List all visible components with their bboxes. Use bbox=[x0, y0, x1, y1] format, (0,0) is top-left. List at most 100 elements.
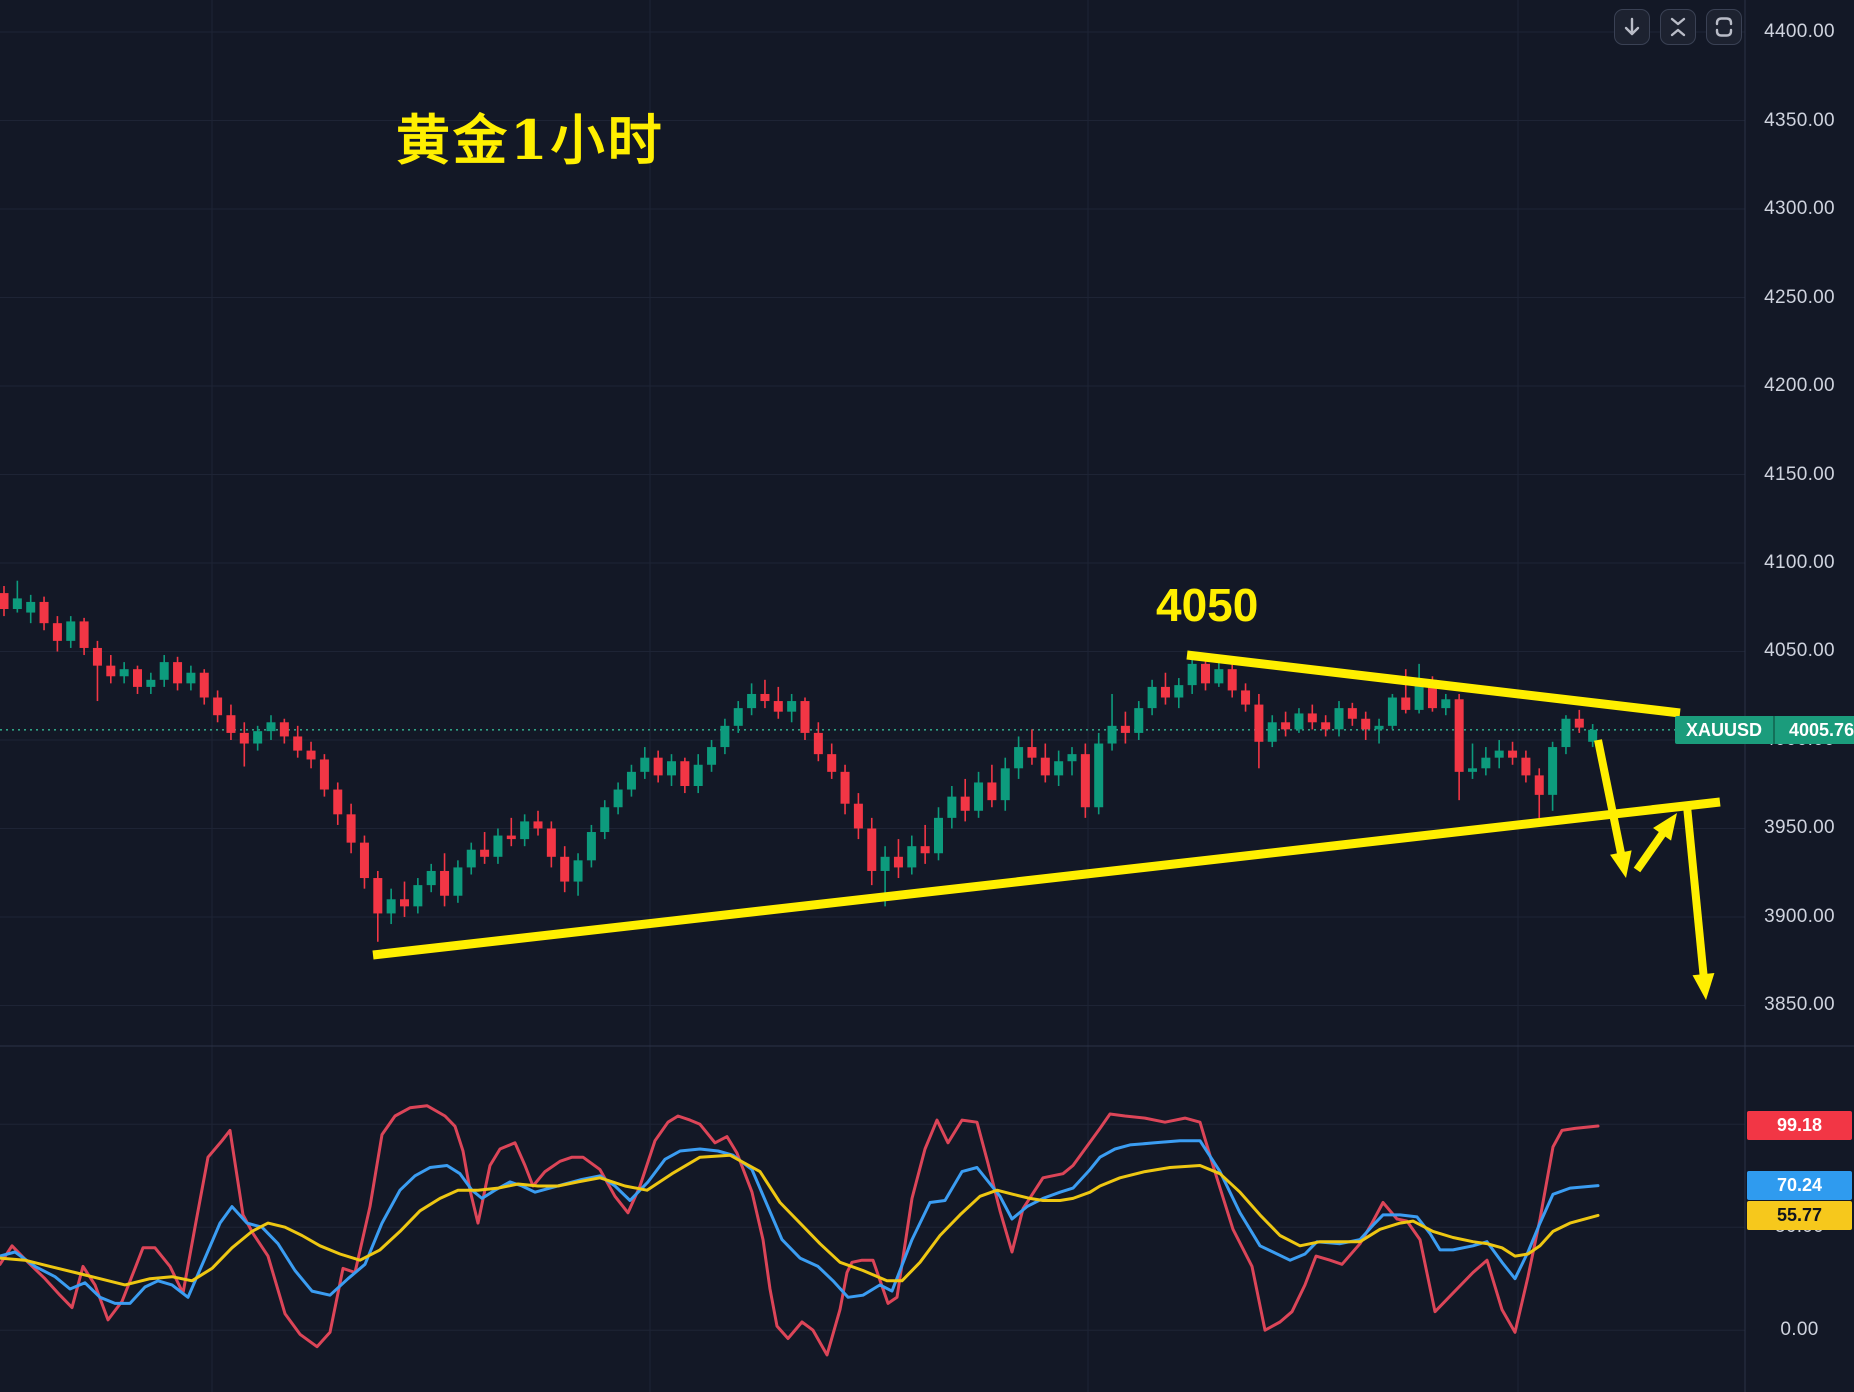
candle-body bbox=[840, 771, 850, 804]
candle-body bbox=[66, 621, 76, 641]
last-price-value: 4005.76 bbox=[1773, 715, 1854, 744]
fullscreen-icon bbox=[1715, 17, 1733, 37]
kdj-d-line bbox=[0, 1153, 1600, 1287]
candle-body bbox=[52, 623, 62, 641]
candle-body bbox=[1134, 708, 1144, 733]
candle-body bbox=[1174, 685, 1184, 698]
candle-body bbox=[626, 771, 636, 790]
candle-body bbox=[239, 732, 249, 744]
candle-body bbox=[79, 621, 89, 648]
candle-body bbox=[39, 601, 49, 624]
candle-body bbox=[306, 750, 316, 760]
pane-resize-handle[interactable] bbox=[0, 1044, 1745, 1049]
trend-line bbox=[372, 797, 1721, 960]
candle-body bbox=[1561, 718, 1571, 748]
candle-body bbox=[573, 860, 583, 882]
candle-body bbox=[1147, 686, 1157, 709]
price-tick-label: 4300.00 bbox=[1764, 198, 1835, 220]
candle-body bbox=[373, 878, 383, 914]
candle-body bbox=[453, 867, 463, 896]
symbol-label: XAUUSD bbox=[1675, 715, 1774, 744]
candle-body bbox=[1347, 708, 1357, 719]
candle-body bbox=[266, 722, 276, 732]
candle-body bbox=[466, 849, 476, 868]
candle-body bbox=[920, 846, 930, 854]
candle-body bbox=[893, 856, 903, 868]
price-tick-label: 4250.00 bbox=[1764, 286, 1835, 308]
candle-body bbox=[974, 782, 984, 811]
candle-body bbox=[720, 725, 730, 748]
candle-body bbox=[1534, 775, 1544, 795]
candle-body bbox=[1334, 708, 1344, 730]
collapse-panes-button[interactable] bbox=[1660, 9, 1696, 45]
candle-body bbox=[1441, 699, 1451, 709]
candle-body bbox=[600, 807, 610, 833]
candle-body bbox=[1307, 713, 1317, 723]
candle-body bbox=[1414, 679, 1424, 710]
candle-body bbox=[533, 821, 543, 829]
candle-body bbox=[92, 647, 102, 666]
price-tick-label: 4350.00 bbox=[1764, 109, 1835, 131]
scroll-to-recent-button[interactable] bbox=[1614, 9, 1650, 45]
candle-body bbox=[1040, 757, 1050, 776]
candle-body bbox=[159, 662, 169, 680]
arrow-head bbox=[1610, 850, 1632, 878]
candle-body bbox=[867, 828, 877, 871]
candle-body bbox=[319, 759, 329, 790]
candle-body bbox=[1508, 750, 1518, 758]
candle-body bbox=[653, 757, 663, 776]
candle-body bbox=[1374, 725, 1384, 730]
candle-body bbox=[1201, 663, 1210, 684]
candle-body bbox=[560, 856, 570, 882]
candle-body bbox=[1267, 722, 1277, 742]
price-tick-label: 4050.00 bbox=[1764, 640, 1835, 662]
candle-body bbox=[960, 796, 970, 811]
kdj-j-value-badge: 99.18 bbox=[1747, 1111, 1852, 1141]
candle-body bbox=[733, 708, 743, 726]
candle-body bbox=[253, 731, 263, 744]
candle-body bbox=[813, 732, 823, 755]
candle-body bbox=[1481, 757, 1491, 769]
candle-body bbox=[1080, 754, 1090, 808]
candle-body bbox=[1427, 679, 1437, 709]
price-tick-label: 3900.00 bbox=[1764, 905, 1835, 927]
candle-body bbox=[493, 835, 503, 857]
candle-body bbox=[1588, 729, 1598, 742]
kdj-d-value-badge: 55.77 bbox=[1747, 1200, 1852, 1230]
candle-body bbox=[1321, 722, 1331, 730]
kdj-k-value-badge: 70.24 bbox=[1747, 1171, 1852, 1201]
candle-body bbox=[520, 821, 530, 840]
candle-body bbox=[1574, 718, 1584, 728]
candle-body bbox=[1107, 725, 1117, 744]
down-arrow-icon bbox=[1624, 17, 1640, 36]
candle-body bbox=[667, 761, 676, 776]
candle-body bbox=[12, 598, 22, 610]
candle-body bbox=[853, 803, 863, 829]
candle-body bbox=[1254, 704, 1264, 742]
candle-body bbox=[1027, 747, 1037, 758]
kdj-tick-label: 0.00 bbox=[1780, 1319, 1819, 1341]
candle-body bbox=[413, 885, 423, 907]
candle-body bbox=[1294, 713, 1304, 730]
candle-body bbox=[1000, 768, 1010, 801]
candle-body bbox=[1187, 663, 1197, 686]
candle-body bbox=[747, 693, 757, 709]
price-tick-label: 3850.00 bbox=[1764, 994, 1835, 1016]
candle-body bbox=[1067, 754, 1077, 762]
candle-body bbox=[1468, 768, 1477, 772]
candle-body bbox=[1494, 750, 1504, 758]
candle-body bbox=[506, 835, 516, 840]
fullscreen-button[interactable] bbox=[1706, 9, 1742, 45]
candle-body bbox=[1227, 669, 1237, 691]
candle-body bbox=[146, 679, 156, 687]
candle-body bbox=[26, 601, 36, 613]
arrow-shaft bbox=[1594, 739, 1627, 864]
candle-body bbox=[293, 736, 303, 751]
candle-body bbox=[880, 856, 890, 871]
price-tick-label: 3950.00 bbox=[1764, 817, 1835, 839]
candle-body bbox=[279, 722, 289, 737]
candle-body bbox=[1160, 686, 1170, 698]
price-tick-label: 4150.00 bbox=[1764, 463, 1835, 485]
